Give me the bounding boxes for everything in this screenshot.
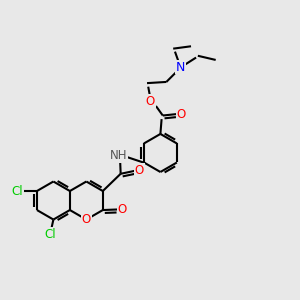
Text: O: O — [82, 213, 91, 226]
Text: O: O — [134, 164, 144, 177]
Text: Cl: Cl — [11, 184, 23, 197]
Text: Cl: Cl — [44, 228, 56, 241]
Text: O: O — [146, 95, 155, 108]
Text: O: O — [118, 203, 127, 216]
Text: O: O — [177, 107, 186, 121]
Text: N: N — [176, 61, 185, 74]
Text: NH: NH — [110, 149, 127, 162]
